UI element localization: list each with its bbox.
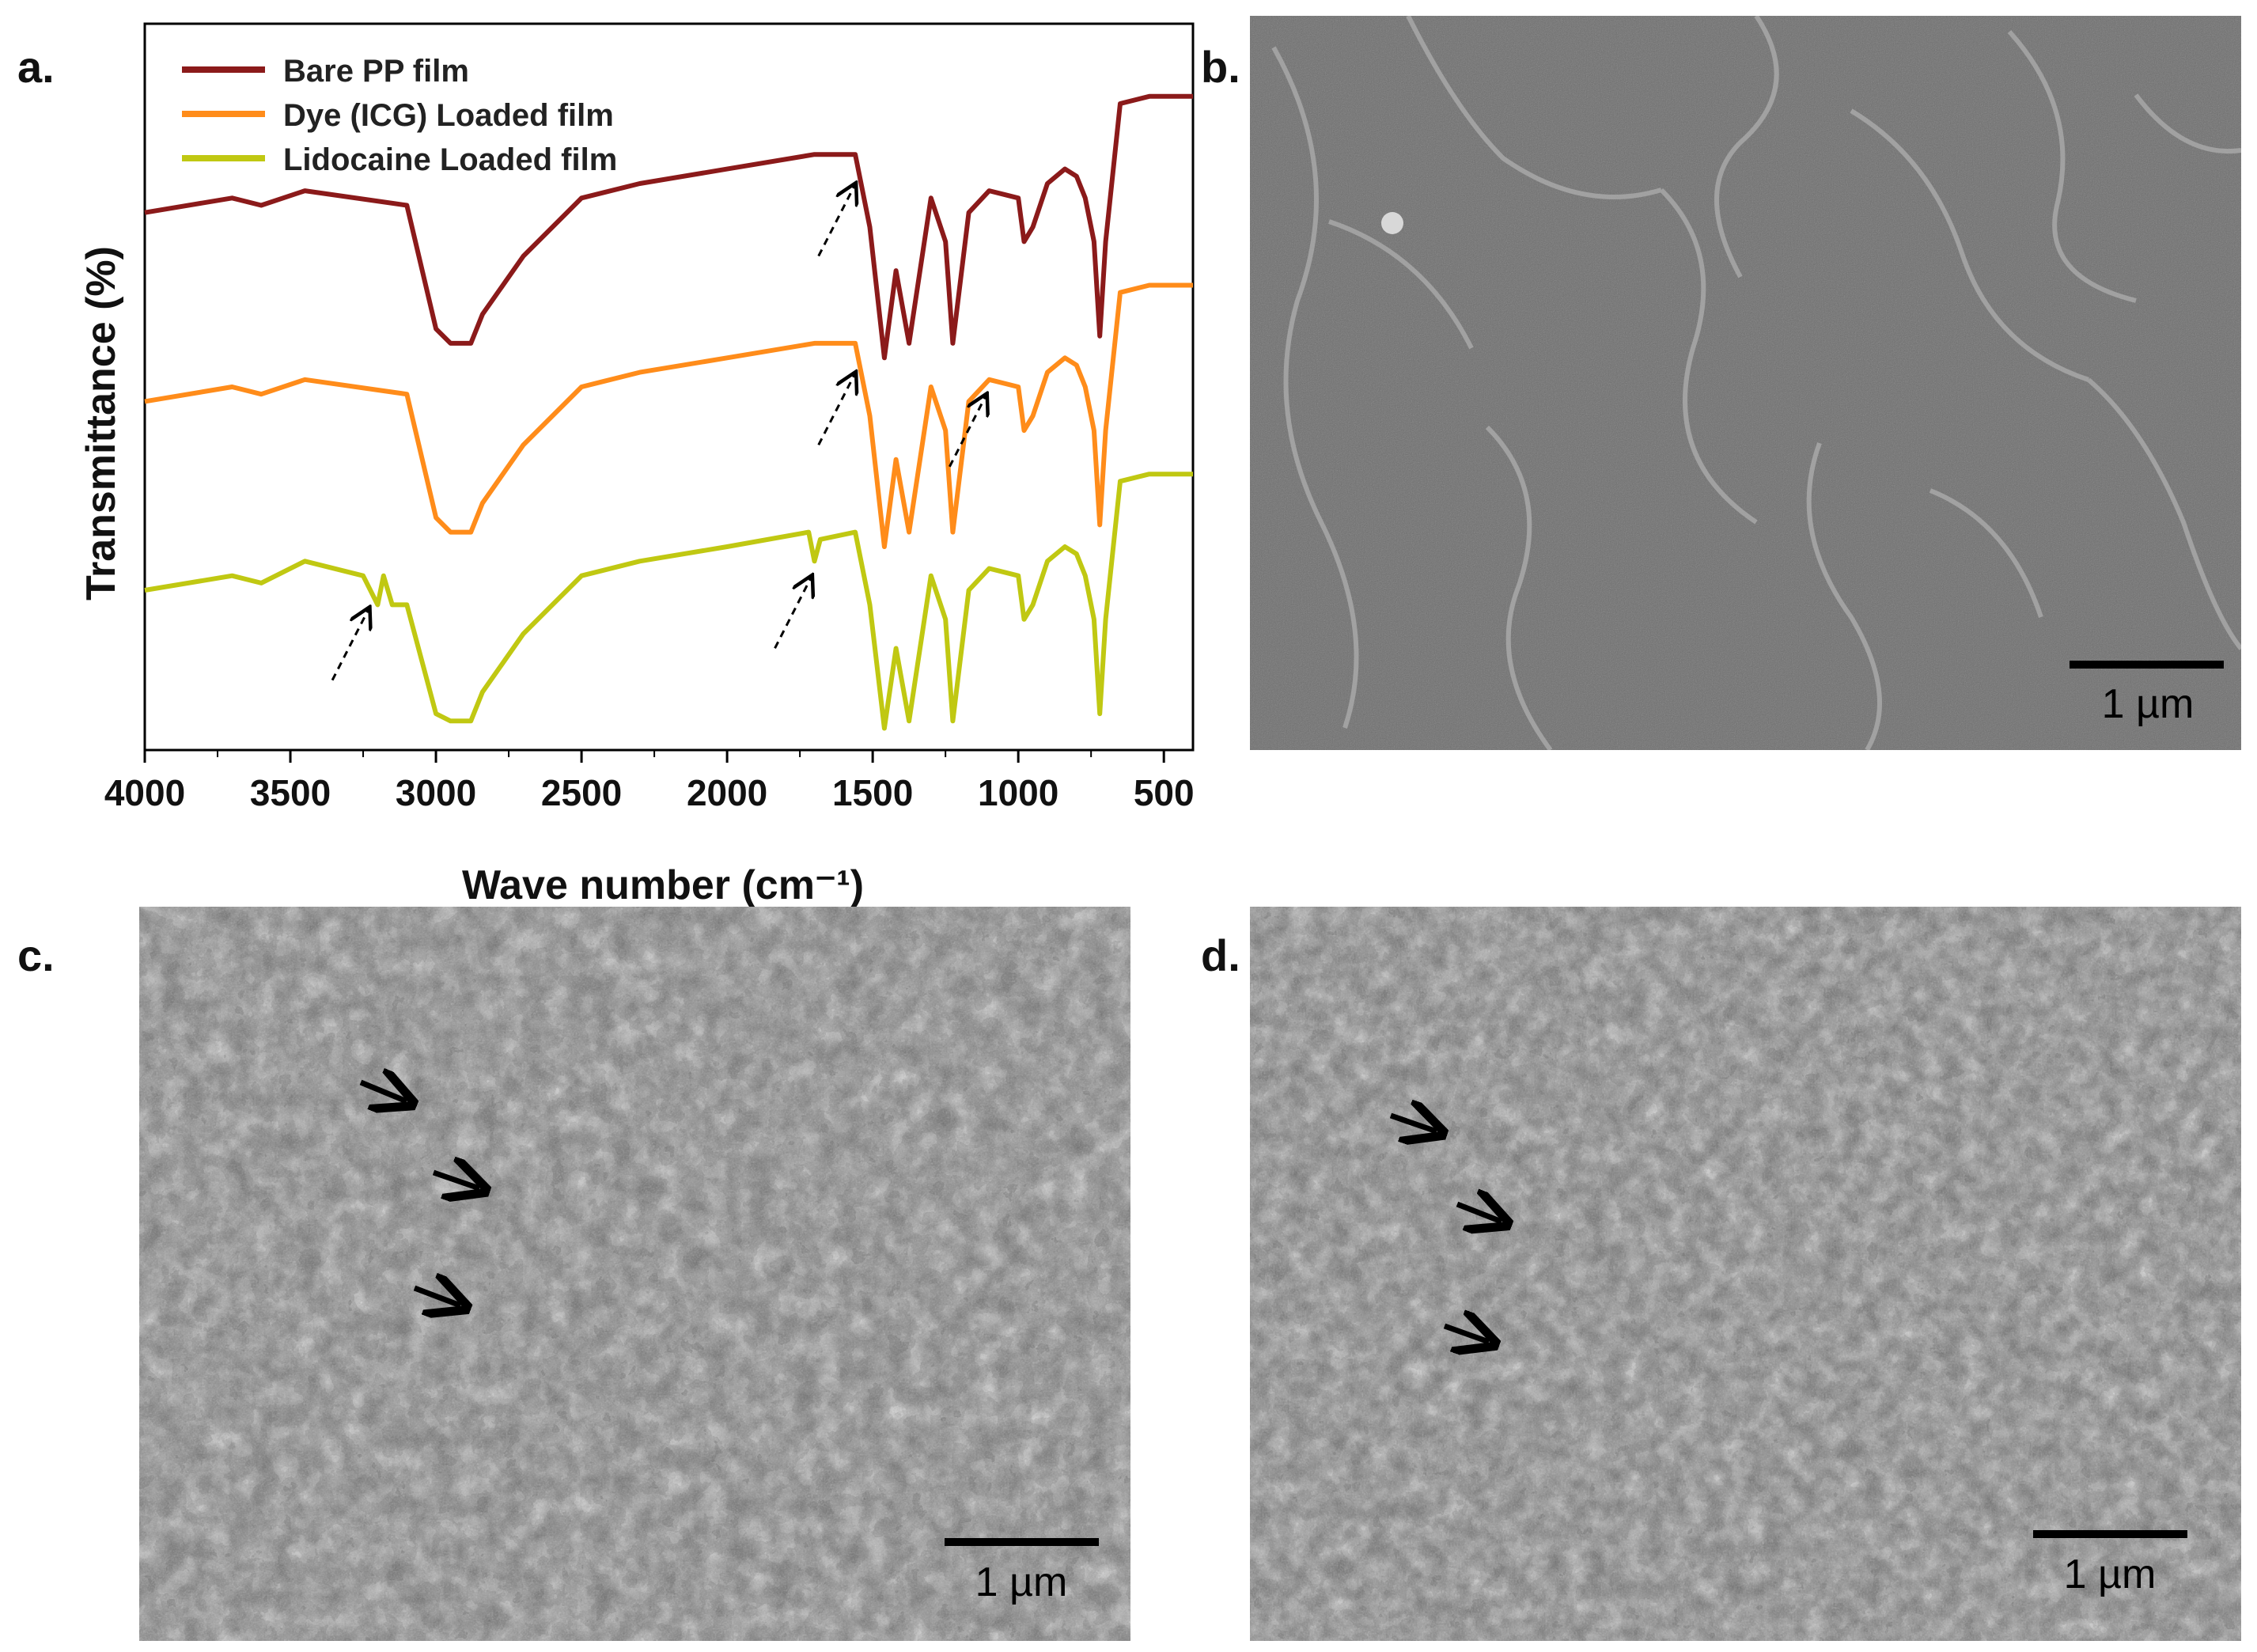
dashed-arrow-3	[331, 609, 369, 681]
legend-label-2: Lidocaine Loaded film	[283, 142, 617, 177]
panel-label-c: c.	[17, 930, 55, 980]
sem-image-b: 1 µm	[1250, 16, 2241, 750]
sem-arrows-c	[359, 907, 1130, 1641]
sem-image-d: 1 µm	[1250, 907, 2241, 1641]
x-tick-label: 2000	[687, 772, 767, 813]
x-tick-label: 3000	[396, 772, 476, 813]
dashed-arrow-0	[817, 185, 855, 257]
x-tick-label: 1500	[832, 772, 913, 813]
scale-bar-c	[945, 1538, 1099, 1546]
sem-texture-c	[139, 907, 1130, 1641]
dashed-arrow-2	[949, 396, 986, 468]
panel-label-d: d.	[1201, 930, 1240, 980]
legend-label-0: Bare PP film	[283, 54, 469, 89]
x-tick-label: 500	[1134, 772, 1195, 813]
series-line-1	[144, 282, 1193, 549]
sem-texture-b	[1250, 16, 2241, 750]
dashed-arrow-4	[774, 577, 812, 650]
scale-bar-label-c: 1 µm	[975, 1559, 1068, 1605]
x-axis-label: Wave number (cm⁻¹)	[462, 862, 864, 908]
panel-label-a: a.	[17, 42, 55, 92]
sem-texture-d	[1250, 907, 2241, 1641]
x-tick-label: 3500	[250, 772, 331, 813]
scale-bar-label-b: 1 µm	[2101, 681, 2195, 727]
ftir-chart: 4000 3500 3000 2500 2000 1500 1000 500 Bare PP …	[78, 22, 1195, 908]
panel-label-b: b.	[1201, 42, 1240, 92]
x-tick-label: 1000	[978, 772, 1058, 813]
scale-bar-d	[2033, 1530, 2187, 1538]
legend-label-1: Dye (ICG) Loaded film	[283, 98, 614, 133]
plot-frame	[143, 22, 1195, 752]
scale-bar-b	[2070, 661, 2224, 669]
dashed-arrow-1	[817, 373, 855, 445]
x-tick-label: 4000	[104, 772, 185, 813]
scale-bar-label-d: 1 µm	[2063, 1552, 2157, 1597]
series-line-2	[144, 472, 1193, 731]
sem-image-c: 1 µm	[139, 907, 1130, 1641]
y-axis-label: Transmittance (%)	[78, 246, 124, 601]
series-line-0	[144, 93, 1193, 361]
x-tick-label: 2500	[541, 772, 622, 813]
sem-arrows-d	[1389, 907, 2241, 1641]
